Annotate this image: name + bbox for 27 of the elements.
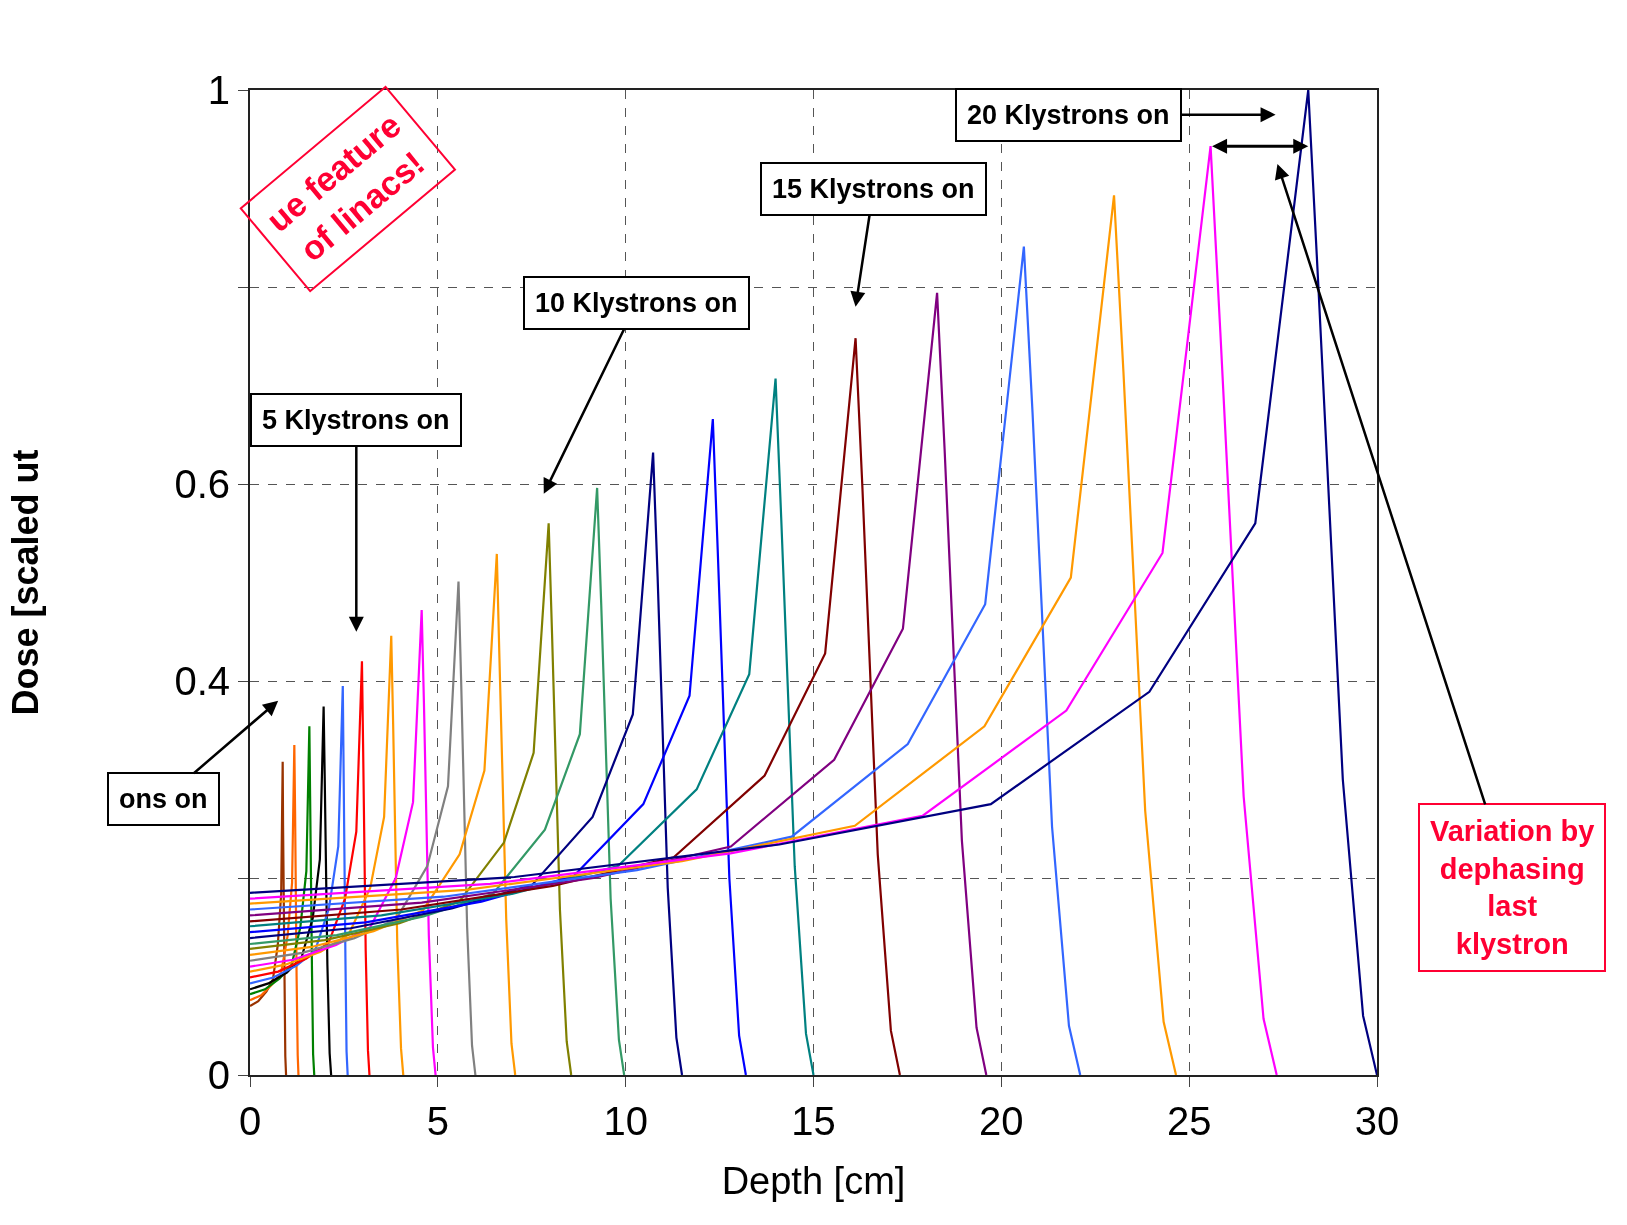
line-series xyxy=(250,743,300,1075)
line-series xyxy=(250,580,477,1075)
line-series xyxy=(250,705,333,1075)
x-tick-label: 0 xyxy=(238,1099,262,1143)
annotation: 15 Klystrons on xyxy=(772,174,975,204)
y-tick-label: 0 xyxy=(207,1053,230,1097)
line-series xyxy=(250,522,573,1075)
line-series xyxy=(250,486,626,1075)
x-tick-label: 20 xyxy=(979,1099,1024,1143)
line-series xyxy=(250,725,316,1075)
line-series xyxy=(250,291,988,1075)
annotation: 20 Klystrons on xyxy=(967,100,1170,130)
x-tick-label: 15 xyxy=(791,1099,836,1143)
line-series xyxy=(250,660,371,1075)
x-tick-label: 5 xyxy=(426,1099,449,1143)
x-tick-label: 10 xyxy=(603,1099,648,1143)
line-series xyxy=(250,377,815,1075)
y-tick-label: 1 xyxy=(207,68,230,112)
x-tick-label: 30 xyxy=(1354,1099,1400,1143)
x-tick-label: 25 xyxy=(1166,1099,1212,1143)
annotation: 10 Klystrons on xyxy=(535,288,738,318)
y-tick-label: 0.6 xyxy=(174,462,230,506)
annotation: 5 Klystrons on xyxy=(262,405,450,435)
line-series xyxy=(250,337,901,1075)
y-axis-title: Dose [scaled ut xyxy=(4,449,46,716)
x-axis-title: Depth [cm] xyxy=(721,1159,906,1202)
line-series xyxy=(250,760,288,1075)
